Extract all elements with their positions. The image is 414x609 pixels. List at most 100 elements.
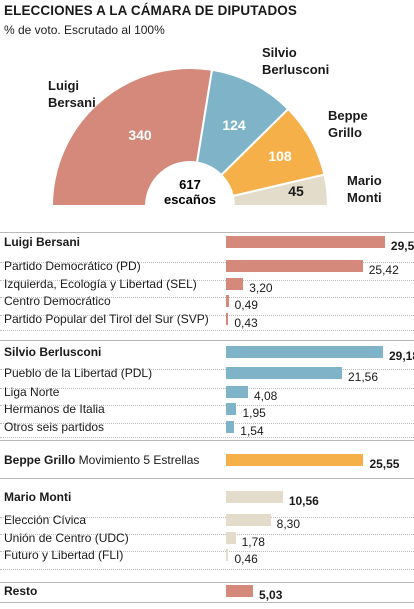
section-divider — [0, 340, 414, 341]
slice-value-label: 340 — [128, 127, 152, 143]
row-name: Elección Cívica — [4, 513, 87, 527]
row-divider — [0, 534, 414, 535]
row-name: Hermanos de Italia — [4, 402, 105, 416]
row-name: Silvio Berlusconi — [4, 345, 102, 359]
row-name: Pueblo de la Libertad (PDL) — [4, 366, 153, 380]
row-divider — [0, 437, 414, 438]
row-divider — [0, 280, 414, 281]
row-label: Luigi Bersani — [4, 235, 80, 249]
value-label: 8,30 — [276, 517, 300, 531]
row-label: Beppe Grillo Movimiento 5 Estrellas — [4, 453, 199, 467]
value-bar — [226, 386, 248, 398]
value-label: 4,08 — [253, 389, 278, 403]
section-divider — [0, 582, 414, 583]
value-label: 3,20 — [249, 281, 273, 295]
row-label: Otros seis partidos — [4, 420, 104, 434]
row-name: Beppe Grillo — [4, 453, 76, 467]
value-bar — [226, 260, 363, 272]
slice-name-label: Luigi — [48, 78, 79, 93]
row-label: Partido Democrático (PD) — [4, 259, 141, 273]
page-subtitle: % de voto. Escrutado al 100% — [4, 23, 165, 37]
row-divider — [0, 388, 414, 389]
value-label: 0,49 — [234, 298, 258, 312]
value-bar — [226, 403, 237, 415]
semicircle-slice — [50, 67, 214, 207]
row-name: Unión de Centro (UDC) — [4, 531, 129, 545]
value-label: 25,55 — [369, 457, 400, 471]
row-divider — [0, 423, 414, 424]
row-subname: Movimiento 5 Estrellas — [75, 453, 200, 467]
row-divider — [0, 569, 414, 570]
value-label: 1,78 — [241, 535, 265, 549]
row-label: Silvio Berlusconi — [4, 345, 101, 359]
row-name: Partido Popular del Tirol del Sur (SVP) — [4, 312, 209, 326]
section-divider — [0, 440, 414, 441]
slice-name-label: Mario — [347, 173, 382, 188]
seat-total-value: 617 — [179, 177, 201, 192]
row-label: Liga Norte — [4, 385, 59, 399]
slice-value-label: 108 — [268, 148, 292, 164]
section-divider — [0, 602, 414, 603]
slice-name-label: Grillo — [328, 125, 362, 140]
row-label: Mario Monti — [4, 490, 71, 504]
value-label: 29,54 — [390, 239, 414, 253]
seat-total-label: escaños — [164, 192, 216, 207]
row-name: Resto — [4, 584, 38, 598]
row-label: Partido Popular del Tirol del Sur (SVP) — [4, 312, 209, 326]
value-label: 10,56 — [288, 494, 319, 508]
row-label: Hermanos de Italia — [4, 402, 105, 416]
row-divider — [0, 369, 414, 370]
value-bar — [226, 491, 283, 503]
value-label: 0,43 — [234, 316, 258, 330]
slice-name-label: Silvio — [262, 45, 297, 60]
row-name: Centro Democrático — [4, 294, 111, 308]
row-divider — [0, 330, 414, 331]
row-divider — [0, 551, 414, 552]
row-name: Izquierda, Ecología y Libertad (SEL) — [4, 277, 197, 291]
value-bar — [226, 295, 229, 307]
row-divider — [0, 315, 414, 316]
value-bar — [226, 514, 271, 526]
row-divider — [0, 517, 414, 518]
slice-value-label: 45 — [288, 183, 304, 199]
value-bar — [226, 549, 229, 561]
page-title: ELECCIONES A LA CÁMARA DE DIPUTADOS — [4, 3, 298, 18]
row-label: Unión de Centro (UDC) — [4, 531, 129, 545]
value-bar — [226, 585, 254, 597]
row-name: Mario Monti — [4, 490, 72, 504]
slice-name-label: Monti — [347, 190, 382, 205]
value-label: 0,46 — [234, 552, 258, 566]
value-bar — [226, 367, 342, 379]
row-name: Luigi Bersani — [4, 235, 81, 249]
row-label: Resto — [4, 584, 37, 598]
row-divider — [0, 297, 414, 298]
row-label: Centro Democrático — [4, 294, 111, 308]
row-name: Futuro y Libertad (FLI) — [4, 548, 124, 562]
slice-value-label: 124 — [222, 117, 246, 133]
value-bar — [226, 346, 383, 358]
semicircle-slice — [231, 173, 330, 207]
row-name: Otros seis partidos — [4, 420, 105, 434]
row-label: Izquierda, Ecología y Libertad (SEL) — [4, 277, 197, 291]
value-bar — [226, 454, 364, 466]
slice-name-label: Beppe — [328, 108, 368, 123]
row-label: Elección Cívica — [4, 513, 86, 527]
value-label: 21,56 — [347, 370, 379, 384]
slice-name-label: Berlusconi — [262, 62, 329, 77]
row-name: Liga Norte — [4, 385, 60, 399]
value-label: 29,18 — [388, 349, 414, 363]
section-divider — [0, 232, 414, 233]
row-divider — [0, 262, 414, 263]
row-label: Futuro y Libertad (FLI) — [4, 548, 123, 562]
value-label: 1,54 — [240, 424, 264, 438]
value-label: 1,95 — [242, 406, 266, 420]
seat-semicircle-chart: 340 Luigi Bersani 124 Silvio Berlusconi 108 Bep… — [48, 45, 382, 207]
value-bar — [226, 532, 236, 544]
row-label: Pueblo de la Libertad (PDL) — [4, 366, 152, 380]
value-bar — [226, 278, 244, 290]
row-divider — [0, 405, 414, 406]
slice-name-label: Bersani — [48, 95, 96, 110]
row-name: Partido Democrático (PD) — [4, 259, 141, 273]
value-bar — [226, 313, 229, 325]
